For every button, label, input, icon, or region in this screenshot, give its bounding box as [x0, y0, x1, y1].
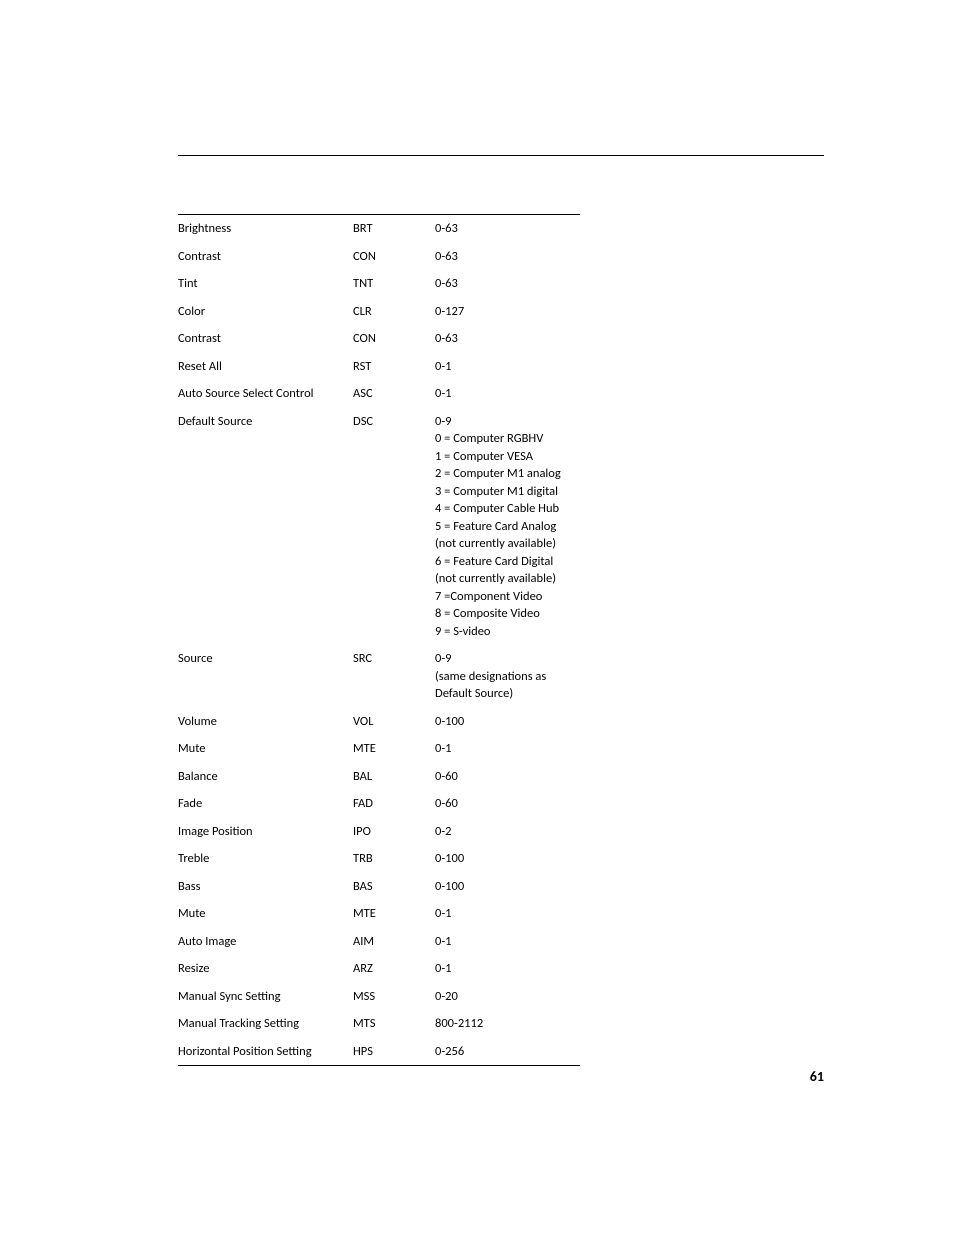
function-cell: Mute	[178, 900, 353, 928]
values-cell: 0-100	[435, 708, 580, 736]
command-cell: AIM	[353, 928, 435, 956]
table-row: Manual Sync SettingMSS0-20	[178, 983, 580, 1011]
function-cell: Image Position	[178, 818, 353, 846]
table-row: Image PositionIPO0-2	[178, 818, 580, 846]
values-cell: 0-63	[435, 270, 580, 298]
command-cell: ARZ	[353, 955, 435, 983]
command-cell: CLR	[353, 298, 435, 326]
page-number: 61	[810, 1068, 824, 1085]
command-cell: BRT	[353, 215, 435, 243]
table-row: ContrastCON0-63	[178, 325, 580, 353]
command-table: BrightnessBRT0-63ContrastCON0-63TintTNT0…	[178, 214, 580, 1066]
function-cell: Auto Source Select Control	[178, 380, 353, 408]
values-cell: 0-63	[435, 215, 580, 243]
function-cell: Reset All	[178, 353, 353, 381]
values-cell: 0-127	[435, 298, 580, 326]
values-cell: 0-1	[435, 735, 580, 763]
values-cell: 0-63	[435, 325, 580, 353]
function-cell: Bass	[178, 873, 353, 901]
table-row: ResizeARZ0-1	[178, 955, 580, 983]
function-cell: Fade	[178, 790, 353, 818]
table-row: VolumeVOL0-100	[178, 708, 580, 736]
command-cell: SRC	[353, 645, 435, 708]
values-cell: 0-1	[435, 353, 580, 381]
table-row: Horizontal Position SettingHPS0-256	[178, 1038, 580, 1066]
function-cell: Tint	[178, 270, 353, 298]
table-row: Manual Tracking SettingMTS800-2112	[178, 1010, 580, 1038]
function-cell: Contrast	[178, 243, 353, 271]
command-cell: MTS	[353, 1010, 435, 1038]
table-row: BrightnessBRT0-63	[178, 215, 580, 243]
command-cell: TRB	[353, 845, 435, 873]
values-cell: 0-2	[435, 818, 580, 846]
command-table-wrap: BrightnessBRT0-63ContrastCON0-63TintTNT0…	[178, 214, 580, 1066]
table-row: MuteMTE0-1	[178, 735, 580, 763]
values-cell: 0-60	[435, 763, 580, 791]
command-cell: ASC	[353, 380, 435, 408]
table-row: MuteMTE0-1	[178, 900, 580, 928]
table-row: Reset AllRST0-1	[178, 353, 580, 381]
command-cell: IPO	[353, 818, 435, 846]
function-cell: Treble	[178, 845, 353, 873]
function-cell: Default Source	[178, 408, 353, 646]
command-cell: MTE	[353, 900, 435, 928]
command-cell: TNT	[353, 270, 435, 298]
table-row: ContrastCON0-63	[178, 243, 580, 271]
header-rule	[178, 155, 824, 156]
command-cell: HPS	[353, 1038, 435, 1066]
values-cell: 0-9 0 = Computer RGBHV 1 = Computer VESA…	[435, 408, 580, 646]
values-cell: 0-1	[435, 900, 580, 928]
function-cell: Brightness	[178, 215, 353, 243]
command-cell: RST	[353, 353, 435, 381]
table-row: Auto Source Select ControlASC0-1	[178, 380, 580, 408]
function-cell: Volume	[178, 708, 353, 736]
function-cell: Balance	[178, 763, 353, 791]
table-row: TrebleTRB0-100	[178, 845, 580, 873]
command-cell: CON	[353, 325, 435, 353]
table-row: FadeFAD0-60	[178, 790, 580, 818]
command-cell: MTE	[353, 735, 435, 763]
values-cell: 0-100	[435, 873, 580, 901]
command-cell: CON	[353, 243, 435, 271]
command-cell: FAD	[353, 790, 435, 818]
function-cell: Auto Image	[178, 928, 353, 956]
function-cell: Resize	[178, 955, 353, 983]
command-cell: DSC	[353, 408, 435, 646]
values-cell: 0-1	[435, 955, 580, 983]
table-row: TintTNT0-63	[178, 270, 580, 298]
function-cell: Manual Sync Setting	[178, 983, 353, 1011]
table-row: Default SourceDSC0-9 0 = Computer RGBHV …	[178, 408, 580, 646]
command-cell: VOL	[353, 708, 435, 736]
function-cell: Manual Tracking Setting	[178, 1010, 353, 1038]
function-cell: Horizontal Position Setting	[178, 1038, 353, 1066]
values-cell: 0-1	[435, 928, 580, 956]
function-cell: Mute	[178, 735, 353, 763]
table-row: BassBAS0-100	[178, 873, 580, 901]
values-cell: 0-256	[435, 1038, 580, 1066]
document-page: BrightnessBRT0-63ContrastCON0-63TintTNT0…	[0, 0, 954, 1235]
command-cell: BAS	[353, 873, 435, 901]
values-cell: 0-9 (same designations as Default Source…	[435, 645, 580, 708]
table-row: ColorCLR0-127	[178, 298, 580, 326]
values-cell: 0-20	[435, 983, 580, 1011]
table-row: BalanceBAL0-60	[178, 763, 580, 791]
table-row: Auto ImageAIM0-1	[178, 928, 580, 956]
command-cell: MSS	[353, 983, 435, 1011]
values-cell: 800-2112	[435, 1010, 580, 1038]
function-cell: Source	[178, 645, 353, 708]
values-cell: 0-60	[435, 790, 580, 818]
function-cell: Color	[178, 298, 353, 326]
values-cell: 0-1	[435, 380, 580, 408]
values-cell: 0-100	[435, 845, 580, 873]
function-cell: Contrast	[178, 325, 353, 353]
table-row: SourceSRC0-9 (same designations as Defau…	[178, 645, 580, 708]
values-cell: 0-63	[435, 243, 580, 271]
command-cell: BAL	[353, 763, 435, 791]
